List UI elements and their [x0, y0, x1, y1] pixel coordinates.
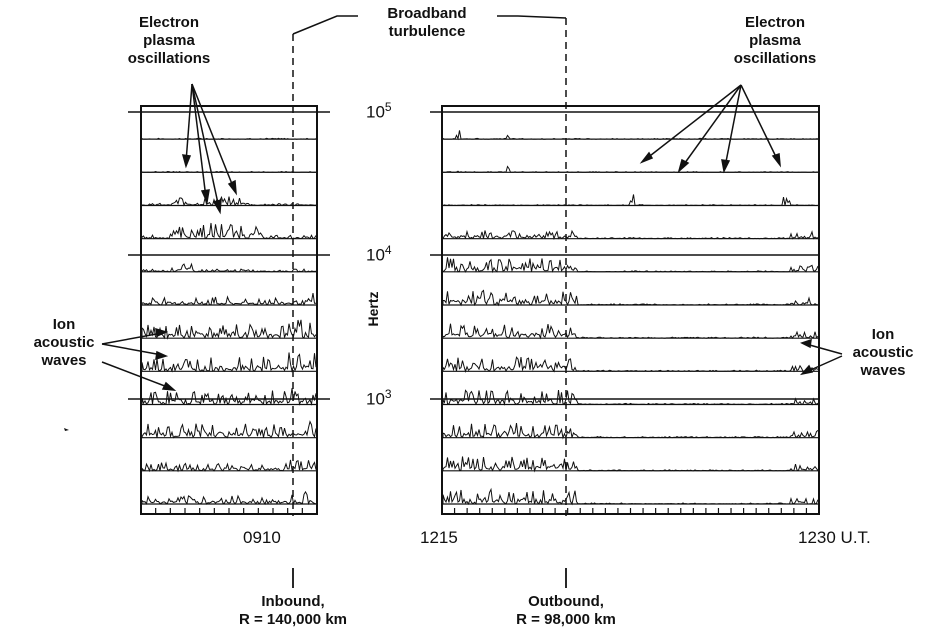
right-channel-trace — [442, 130, 819, 141]
ion-right-line-2: acoustic — [852, 344, 914, 361]
ion-right-line-1: Ion — [871, 326, 895, 343]
right-channel-trace — [442, 356, 819, 373]
left-channel-trace — [141, 352, 317, 373]
left-channel-trace — [141, 195, 317, 207]
freq-tick-1e5-base: 10 — [366, 102, 385, 122]
ion-left-line-3: waves — [41, 352, 87, 369]
inbound-line-1: Inbound, — [261, 593, 325, 610]
epo-left-label: Electron plasma oscillations — [118, 14, 220, 68]
left-channel-trace — [141, 137, 317, 140]
left-channel-traces — [141, 137, 317, 506]
left-channel-trace — [141, 490, 317, 506]
right-channel-trace — [442, 229, 819, 241]
freq-tick-1e5-exp: 5 — [384, 100, 392, 114]
right-time-ticks — [441, 508, 820, 514]
right-channel-trace — [442, 289, 819, 307]
ion-right-arrows — [799, 338, 843, 376]
left-channel-trace — [141, 319, 317, 340]
broadband-line-1: Broadband — [387, 5, 467, 22]
freq-tick-1e3-base: 10 — [366, 389, 385, 409]
broadband-leader-left — [292, 15, 358, 35]
stray-mark — [64, 428, 69, 431]
right-channel-trace — [442, 323, 819, 340]
epo-left-line-3: oscillations — [127, 50, 211, 67]
epo-right-arrows — [639, 84, 781, 174]
epo-left-arrows — [181, 83, 237, 215]
right-panel-frame — [441, 105, 820, 515]
ion-left-line-2: acoustic — [33, 334, 95, 351]
freq-tick-1e3: 103 — [366, 387, 392, 410]
freq-tick-1e4: 104 — [366, 243, 392, 266]
broadband-line-2: turbulence — [388, 23, 466, 40]
right-channel-trace — [442, 456, 819, 473]
epo-left-line-2: plasma — [143, 32, 195, 49]
right-channel-trace — [442, 194, 819, 207]
freq-tick-1e4-exp: 4 — [384, 243, 392, 257]
right-channel-trace — [442, 389, 819, 406]
broadband-label: Broadband turbulence — [364, 5, 490, 41]
left-channel-trace — [141, 459, 317, 473]
outbound-line-2: R = 98,000 km — [516, 611, 616, 628]
epo-right-line-2: plasma — [749, 32, 801, 49]
left-channel-trace — [141, 262, 317, 273]
freq-axis-unit: Hertz — [365, 291, 381, 327]
inbound-line-2: R = 140,000 km — [239, 611, 347, 628]
right-channel-trace — [442, 487, 819, 506]
left-channel-trace — [141, 293, 316, 307]
ion-right-line-3: waves — [860, 362, 906, 379]
inbound-label: Inbound, R = 140,000 km — [223, 593, 363, 629]
epo-right-line-3: oscillations — [733, 50, 817, 67]
right-channel-trace — [442, 165, 818, 173]
outbound-line-1: Outbound, — [528, 593, 604, 610]
left-channel-trace — [141, 420, 317, 439]
time-tick-0910: 0910 — [243, 528, 281, 547]
left-channel-trace — [141, 388, 317, 406]
broadband-leader-right — [497, 15, 567, 19]
right-channel-trace — [442, 257, 819, 274]
left-channel-trace — [141, 222, 317, 240]
right-channel-trace — [442, 423, 819, 440]
epo-left-line-1: Electron — [138, 14, 199, 31]
ion-left-label: Ion acoustic waves — [28, 316, 100, 370]
ion-left-line-1: Ion — [52, 316, 76, 333]
left-time-ticks — [140, 508, 318, 514]
freq-tick-1e4-base: 10 — [366, 245, 385, 265]
outbound-label: Outbound, R = 98,000 km — [496, 593, 636, 629]
left-channel-trace — [141, 170, 317, 173]
freq-tick-1e3-exp: 3 — [384, 387, 392, 401]
time-tick-1215: 1215 — [420, 528, 458, 547]
ion-left-arrows — [101, 327, 177, 391]
freq-tick-1e5: 105 — [366, 100, 392, 123]
right-channel-traces — [442, 130, 819, 506]
ion-right-label: Ion acoustic waves — [840, 326, 926, 380]
time-tick-1230: 1230 U.T. — [798, 528, 871, 547]
left-panel-frame — [140, 105, 318, 515]
epo-right-line-1: Electron — [744, 14, 805, 31]
epo-right-label: Electron plasma oscillations — [705, 14, 845, 68]
